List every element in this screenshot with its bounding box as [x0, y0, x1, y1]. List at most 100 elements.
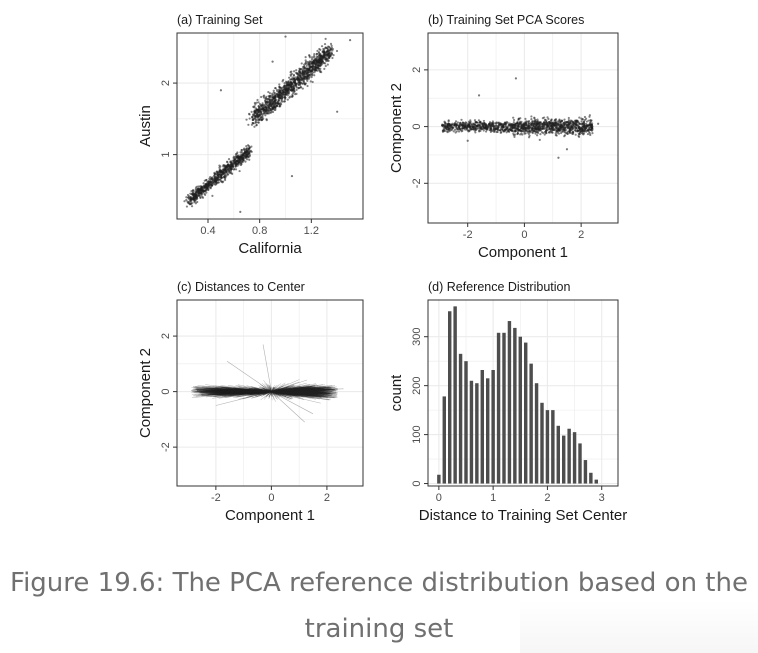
distance-segment	[271, 391, 338, 393]
data-point	[504, 128, 507, 131]
distance-segment	[237, 388, 272, 392]
data-point	[554, 127, 557, 130]
distance-segment	[271, 388, 338, 392]
data-point	[277, 99, 281, 102]
distance-segment	[266, 390, 272, 392]
distance-segment	[268, 391, 272, 397]
data-point	[543, 124, 546, 127]
distance-segment	[271, 388, 334, 392]
distance-segment	[271, 391, 301, 398]
distance-segment	[252, 388, 272, 392]
distance-segment	[212, 390, 272, 392]
data-point	[253, 106, 256, 109]
data-point	[514, 77, 518, 80]
data-point	[293, 70, 296, 73]
panel-background	[177, 300, 363, 486]
distance-segment	[239, 388, 272, 392]
distance-segment	[215, 391, 272, 395]
distance-segment	[271, 391, 312, 395]
data-point	[265, 118, 268, 121]
distance-segment	[271, 391, 305, 395]
distance-segment	[260, 391, 272, 394]
data-point	[283, 91, 287, 95]
distance-segment	[271, 388, 344, 392]
data-point	[318, 59, 321, 62]
distance-segment	[193, 386, 272, 392]
data-point	[326, 58, 329, 61]
distance-segment	[194, 389, 272, 392]
distance-segment	[265, 388, 272, 392]
distance-segment	[198, 391, 272, 395]
data-point	[303, 65, 306, 69]
distance-segment	[196, 388, 272, 392]
distance-segment	[210, 389, 272, 392]
distance-segment	[271, 391, 316, 396]
distance-segment	[271, 388, 293, 392]
distance-segment	[271, 389, 281, 392]
data-point	[499, 129, 502, 132]
distance-segment	[271, 391, 338, 395]
distance-segment	[271, 391, 322, 397]
distance-segment	[271, 391, 331, 399]
data-point	[563, 120, 567, 124]
data-point	[452, 130, 455, 133]
data-point	[234, 165, 237, 168]
distance-segment	[271, 391, 322, 394]
distance-segment	[216, 388, 272, 392]
distance-segment	[199, 391, 272, 394]
distance-segment	[201, 389, 272, 392]
distance-segment	[245, 389, 272, 392]
distance-segment	[246, 390, 272, 392]
distance-segment	[226, 388, 272, 392]
data-point	[286, 98, 289, 101]
distance-segment	[271, 389, 281, 392]
distance-segment	[220, 389, 272, 392]
data-point	[267, 104, 270, 107]
distance-segment	[224, 391, 272, 398]
distance-segment	[271, 391, 284, 398]
distance-segment	[271, 390, 325, 392]
distance-segment	[213, 391, 272, 394]
distance-segment	[271, 389, 284, 392]
distance-segment	[227, 391, 272, 397]
distance-segment	[271, 388, 306, 392]
distance-segment	[243, 391, 272, 395]
data-point	[574, 133, 577, 136]
distance-segment	[270, 390, 272, 392]
data-point	[278, 90, 282, 93]
data-point	[242, 156, 246, 159]
distance-segment	[271, 391, 308, 396]
data-point	[251, 118, 254, 122]
distance-segment	[271, 387, 298, 392]
distance-segment	[215, 391, 272, 397]
distance-segment	[194, 387, 272, 392]
distance-segment	[271, 391, 331, 400]
distance-segment	[271, 389, 308, 392]
distance-segment	[268, 387, 272, 392]
distance-segment	[193, 391, 272, 396]
data-point	[236, 159, 239, 163]
distance-segment	[271, 387, 303, 392]
distance-segment	[270, 391, 272, 396]
distance-segment	[271, 391, 302, 395]
data-point	[280, 92, 284, 95]
distance-segment	[225, 391, 272, 394]
distance-segment	[251, 391, 272, 394]
distance-segment	[271, 389, 307, 392]
data-point	[274, 87, 277, 90]
distance-segment	[271, 389, 313, 392]
data-point	[194, 188, 197, 191]
y-tick-label: -2	[411, 178, 423, 188]
distance-segment	[271, 388, 300, 392]
data-point	[258, 106, 261, 109]
data-point	[578, 116, 581, 119]
distance-segment	[271, 389, 291, 392]
distance-segment	[271, 391, 290, 395]
distance-segment	[271, 387, 288, 392]
distance-segment	[271, 387, 312, 392]
distance-segment	[265, 389, 272, 392]
distance-segment	[271, 389, 286, 392]
data-point	[580, 120, 583, 123]
distance-segment	[191, 386, 272, 392]
distance-segment	[271, 391, 282, 393]
